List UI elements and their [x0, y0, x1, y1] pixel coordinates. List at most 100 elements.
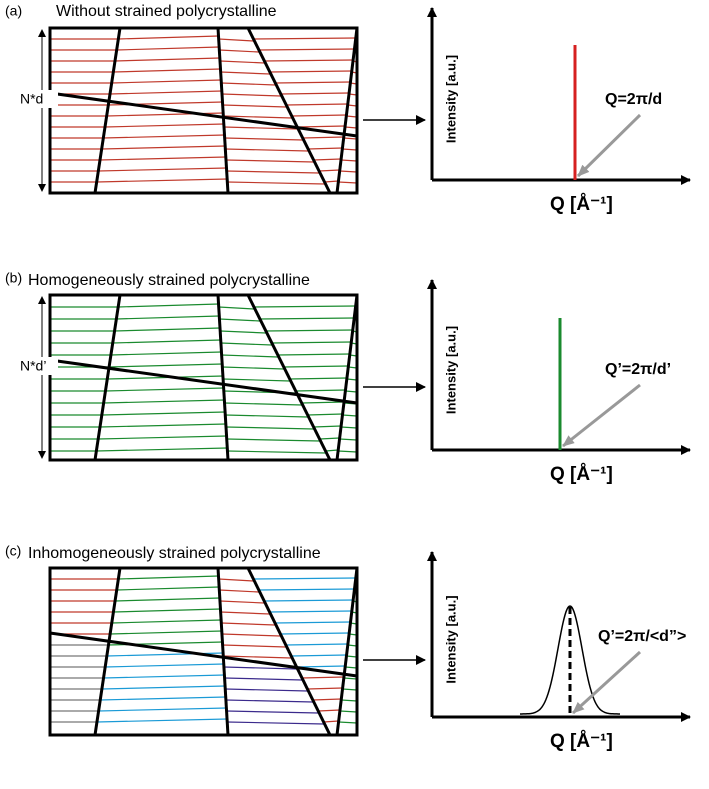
- lattice-line: [113, 608, 221, 613]
- lattice-line: [301, 676, 344, 679]
- lattice-line: [98, 435, 227, 440]
- lattice-line: [219, 49, 259, 53]
- lattice-line: [101, 685, 226, 690]
- lattice-line: [112, 339, 221, 344]
- grain-boundary: [216, 567, 230, 736]
- lattice-line: [96, 178, 228, 183]
- lattice-line: [225, 688, 308, 692]
- grain-boundary: [246, 567, 332, 736]
- lattice-line: [109, 363, 223, 368]
- lattice-line: [227, 181, 325, 185]
- lattice-line: [342, 148, 358, 151]
- lattice-line: [225, 159, 314, 163]
- lattice-line: [289, 377, 347, 380]
- y-axis-label: Intensity [a.u.]: [443, 55, 458, 143]
- lattice-line: [118, 35, 219, 40]
- lattice-line: [225, 699, 313, 703]
- grain-boundary: [93, 567, 122, 736]
- lattice-line: [105, 387, 224, 392]
- lattice-line: [116, 46, 220, 51]
- lattice-line: [226, 438, 320, 442]
- lattice-line: [103, 674, 225, 679]
- lattice-line: [343, 677, 358, 680]
- lattice-line: [285, 643, 348, 646]
- lattice-line: [225, 426, 314, 430]
- label-bg: [18, 90, 58, 108]
- lattice-line: [225, 148, 309, 152]
- period-label: N*d’: [20, 358, 46, 374]
- lattice-line: [301, 401, 344, 404]
- lattice-line: [283, 365, 349, 368]
- lattice-line: [318, 709, 340, 712]
- lattice-line: [264, 599, 354, 602]
- lattice-line: [280, 92, 350, 95]
- lattice-line: [341, 699, 358, 702]
- lattice-line: [98, 707, 227, 712]
- lattice-line: [96, 447, 228, 452]
- lattice-line: [222, 104, 287, 108]
- lattice-line: [223, 378, 290, 382]
- lattice-line: [253, 305, 356, 308]
- lattice-line: [274, 621, 351, 624]
- lattice-line: [269, 70, 352, 73]
- lattice-line: [259, 317, 355, 320]
- lattice-line: [312, 698, 342, 701]
- label-bg: [18, 357, 58, 375]
- lattice-line: [307, 687, 343, 690]
- lattice-line: [220, 342, 272, 346]
- lattice-line: [218, 306, 254, 310]
- lattice-line: [111, 79, 222, 84]
- lattice-line: [223, 115, 292, 119]
- peak-label: Q’=2π/<d”>: [598, 628, 686, 645]
- pointer: [576, 113, 642, 178]
- lattice-line: [99, 423, 227, 428]
- panel-title: Inhomogeneously strained polycrystalline: [28, 545, 321, 562]
- lattice-line: [110, 630, 222, 635]
- lattice-line: [221, 633, 281, 637]
- lattice-line: [220, 71, 270, 75]
- lattice-line: [224, 137, 303, 141]
- lattice-line: [342, 688, 358, 691]
- crystal-box: [48, 293, 359, 462]
- lattice-line: [221, 82, 276, 86]
- lattice-line: [219, 318, 260, 322]
- lattice-line: [296, 665, 346, 668]
- lattice-line: [325, 449, 339, 452]
- lattice-line: [101, 145, 226, 150]
- lattice-line: [226, 710, 319, 714]
- lattice-line: [346, 378, 358, 381]
- lattice-line: [265, 329, 353, 332]
- lattice-line: [308, 147, 343, 150]
- x-axis-label: Q [Å⁻¹]: [550, 731, 613, 752]
- lattice-line: [96, 718, 228, 723]
- lattice-line: [219, 600, 265, 604]
- lattice-line: [118, 303, 219, 308]
- lattice-line: [221, 622, 276, 626]
- lattice-line: [275, 81, 351, 84]
- lattice-line: [344, 126, 358, 129]
- lattice-line: [295, 389, 346, 392]
- x-axis-label: Q [Å⁻¹]: [550, 194, 613, 215]
- lattice-line: [104, 123, 225, 128]
- panel-label: (a): [5, 3, 22, 19]
- panel-label: (b): [5, 270, 22, 286]
- lattice-line: [226, 170, 320, 174]
- lattice-line: [277, 353, 350, 356]
- lattice-line: [98, 167, 227, 172]
- lattice-line: [319, 437, 340, 440]
- grain-boundary: [335, 27, 359, 194]
- lattice-line: [111, 619, 222, 624]
- lattice-line: [114, 57, 221, 62]
- lattice-line: [222, 644, 286, 648]
- grain-boundary: [216, 27, 230, 194]
- lattice-line: [99, 156, 227, 161]
- grain-boundary: [93, 27, 122, 194]
- cross-boundary: [49, 631, 358, 678]
- x-axis-label: Q [Å⁻¹]: [550, 464, 613, 485]
- lattice-line: [313, 425, 342, 428]
- lattice-line: [338, 450, 358, 453]
- lattice-line: [109, 90, 223, 95]
- lattice-line: [105, 663, 224, 668]
- lattice-line: [345, 390, 358, 393]
